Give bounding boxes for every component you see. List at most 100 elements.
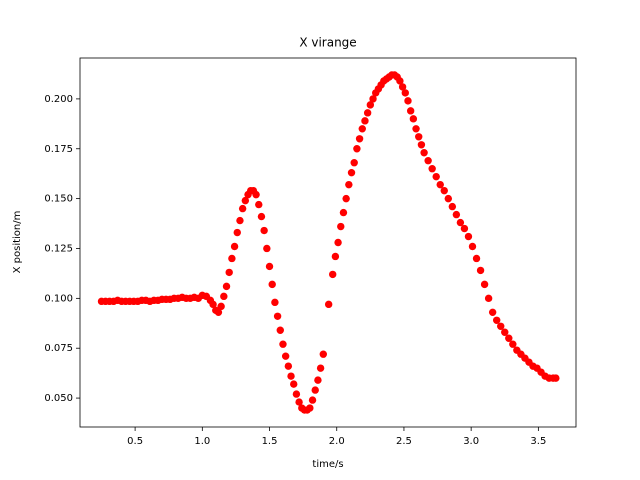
- point: [276, 326, 284, 334]
- x-tick-label: 3.5: [530, 436, 546, 447]
- point: [406, 107, 415, 115]
- chart-title: X virange: [299, 36, 356, 50]
- point: [358, 125, 366, 133]
- point: [480, 280, 489, 289]
- y-tick-label: 0.200: [44, 94, 73, 105]
- point: [366, 101, 375, 109]
- x-tick-label: 3.0: [463, 436, 479, 447]
- point: [290, 380, 298, 388]
- point: [432, 172, 440, 181]
- point: [415, 133, 423, 141]
- point: [252, 190, 260, 199]
- point: [484, 294, 493, 303]
- point: [228, 254, 236, 263]
- point: [412, 125, 420, 133]
- point: [501, 328, 509, 336]
- point: [492, 316, 501, 324]
- point: [311, 386, 319, 394]
- point: [273, 312, 282, 320]
- point: [404, 97, 412, 105]
- point: [472, 254, 481, 263]
- point: [342, 194, 350, 203]
- y-tick-label: 0.175: [44, 144, 73, 155]
- point: [444, 194, 453, 203]
- point: [217, 302, 225, 311]
- x-axis-label: time/s: [312, 459, 343, 470]
- point: [505, 334, 513, 342]
- point: [350, 159, 358, 167]
- point: [238, 204, 247, 213]
- point: [324, 300, 333, 309]
- point: [452, 210, 461, 219]
- point: [464, 232, 473, 241]
- point: [268, 280, 276, 289]
- point: [279, 340, 287, 348]
- point: [209, 300, 217, 309]
- point: [295, 398, 303, 406]
- point: [424, 157, 432, 165]
- point: [460, 224, 469, 233]
- point: [287, 372, 295, 380]
- point: [398, 83, 407, 91]
- point: [260, 226, 268, 235]
- point: [456, 218, 465, 227]
- point: [284, 362, 293, 370]
- point: [509, 340, 517, 348]
- point: [329, 270, 337, 279]
- point: [363, 109, 372, 117]
- point: [271, 298, 279, 307]
- point: [263, 244, 271, 253]
- point: [361, 117, 369, 125]
- y-tick-label: 0.050: [44, 393, 73, 404]
- point: [214, 308, 223, 317]
- point: [401, 89, 409, 97]
- x-tick-label: 0.5: [127, 436, 143, 447]
- point: [222, 282, 231, 291]
- point: [339, 208, 348, 217]
- point: [225, 268, 233, 277]
- point: [255, 200, 263, 209]
- point: [337, 222, 345, 231]
- point: [220, 292, 228, 301]
- point: [281, 352, 290, 360]
- point: [331, 252, 340, 261]
- point: [345, 180, 353, 189]
- y-tick-label: 0.075: [44, 343, 73, 354]
- point: [409, 115, 418, 123]
- point: [347, 168, 356, 177]
- point: [497, 322, 505, 330]
- point: [448, 202, 457, 211]
- y-axis-label: X position/m: [12, 211, 23, 274]
- point: [233, 228, 241, 237]
- point: [308, 396, 317, 404]
- point: [468, 242, 477, 251]
- point: [552, 374, 560, 382]
- point: [428, 165, 436, 173]
- point: [440, 186, 448, 195]
- point: [355, 135, 364, 143]
- x-tick-label: 2.5: [396, 436, 412, 447]
- x-tick-label: 1.5: [262, 436, 278, 447]
- point: [420, 149, 428, 157]
- point: [319, 350, 327, 358]
- point: [306, 404, 314, 412]
- point: [436, 180, 444, 189]
- point: [369, 95, 377, 103]
- point: [236, 216, 244, 225]
- y-tick-label: 0.150: [44, 194, 73, 205]
- point: [476, 266, 485, 275]
- point: [241, 196, 250, 205]
- x-tick-label: 1.0: [194, 436, 210, 447]
- point: [488, 308, 497, 317]
- point: [396, 77, 404, 85]
- plot-frame: [79, 57, 577, 428]
- point: [417, 141, 426, 149]
- point: [292, 390, 301, 398]
- point: [265, 262, 274, 271]
- x-tick-label: 2.0: [329, 436, 345, 447]
- point: [314, 376, 322, 384]
- point: [230, 242, 239, 251]
- point: [334, 238, 342, 247]
